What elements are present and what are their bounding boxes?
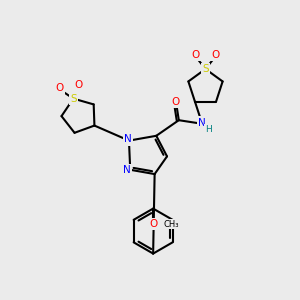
- Text: S: S: [202, 64, 209, 74]
- Text: O: O: [212, 50, 220, 60]
- Text: CH₃: CH₃: [163, 220, 178, 229]
- Text: S: S: [70, 94, 77, 103]
- Text: O: O: [56, 83, 64, 93]
- Text: O: O: [191, 50, 200, 60]
- Text: O: O: [74, 80, 82, 90]
- Text: N: N: [124, 134, 132, 144]
- Text: O: O: [171, 97, 179, 107]
- Text: N: N: [123, 165, 130, 175]
- Text: O: O: [149, 219, 157, 229]
- Text: N: N: [198, 118, 206, 128]
- Text: H: H: [206, 125, 212, 134]
